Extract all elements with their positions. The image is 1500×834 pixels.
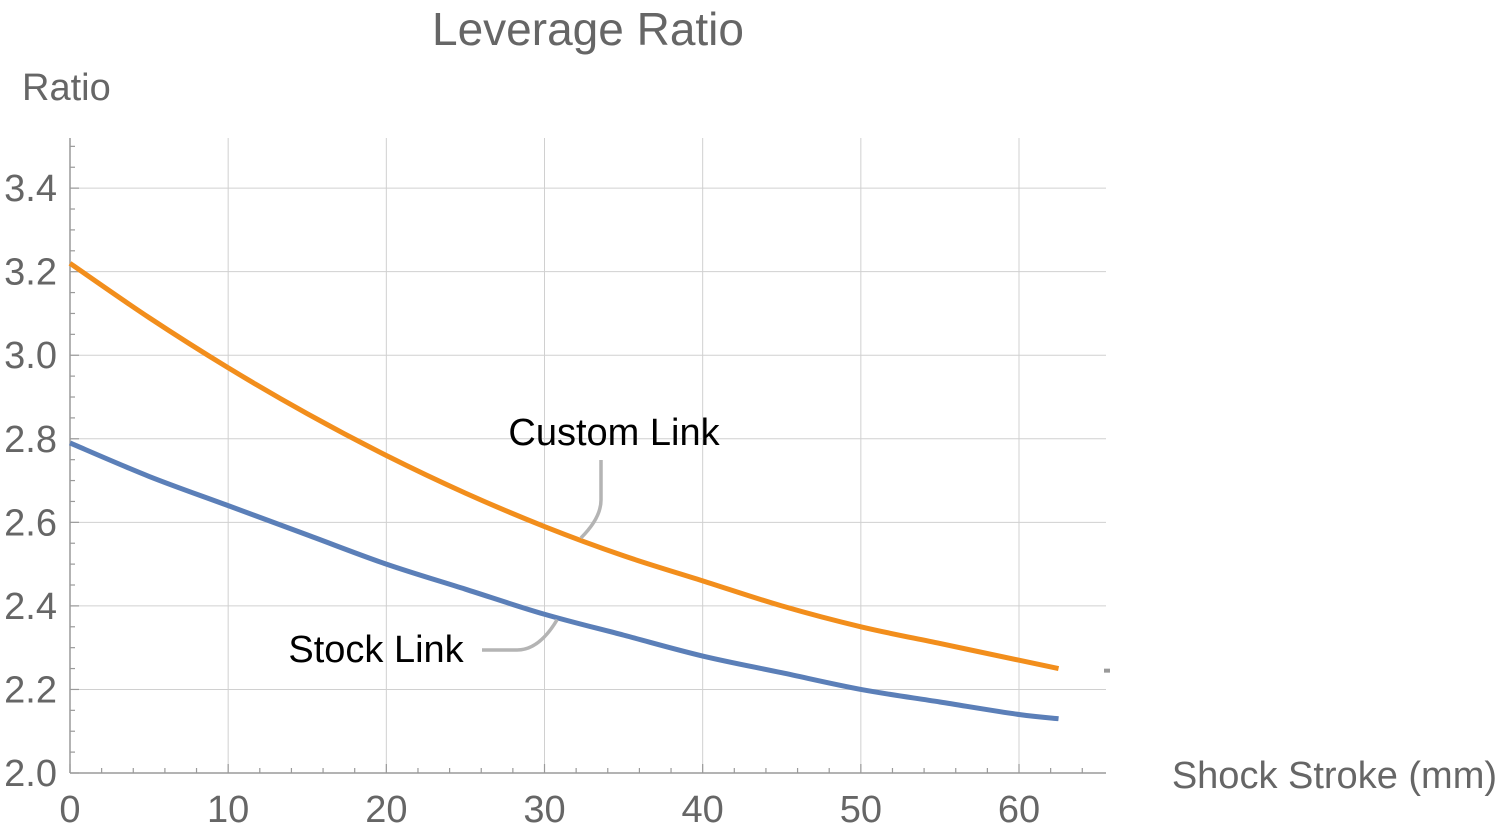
x-tick-label: 30 — [523, 789, 565, 831]
x-tick-label: 0 — [59, 789, 80, 831]
y-tick-label: 2.0 — [4, 753, 57, 795]
series-line-custom-link — [68, 261, 1060, 672]
chart-title: Leverage Ratio — [432, 3, 744, 55]
y-tick-label: 3.0 — [4, 335, 57, 377]
annotation-custom-link: Custom Link — [508, 412, 720, 454]
x-tick-label: 20 — [365, 789, 407, 831]
grid-layer — [70, 138, 1106, 773]
annotation-stock-link: Stock Link — [288, 629, 464, 671]
callout-layer — [482, 460, 603, 652]
x-tick-label: 40 — [682, 789, 724, 831]
x-axis-label: Shock Stroke (mm) — [1172, 755, 1497, 797]
series-layer — [68, 261, 1060, 722]
series-line-stock-link — [69, 440, 1059, 722]
y-tick-label: 2.4 — [4, 586, 57, 628]
y-tick-label: 3.4 — [4, 168, 57, 210]
x-tick-label: 50 — [840, 789, 882, 831]
x-tick-label: 10 — [207, 789, 249, 831]
y-tick-label: 2.2 — [4, 669, 57, 711]
x-tick-label: 60 — [998, 789, 1040, 831]
y-tick-label: 3.2 — [4, 252, 57, 294]
axes-layer: 0 10 20 30 40 50 60 2.0 2.2 2.4 2.6 2.8 3.0 3.2 3.4 — [4, 138, 1110, 831]
callout-leader-stock-link — [482, 618, 559, 652]
y-axis-label: Ratio — [22, 67, 111, 109]
y-tick-label: 2.8 — [4, 419, 57, 461]
callout-leader-custom-link — [579, 460, 603, 540]
y-tick-label: 2.6 — [4, 502, 57, 544]
